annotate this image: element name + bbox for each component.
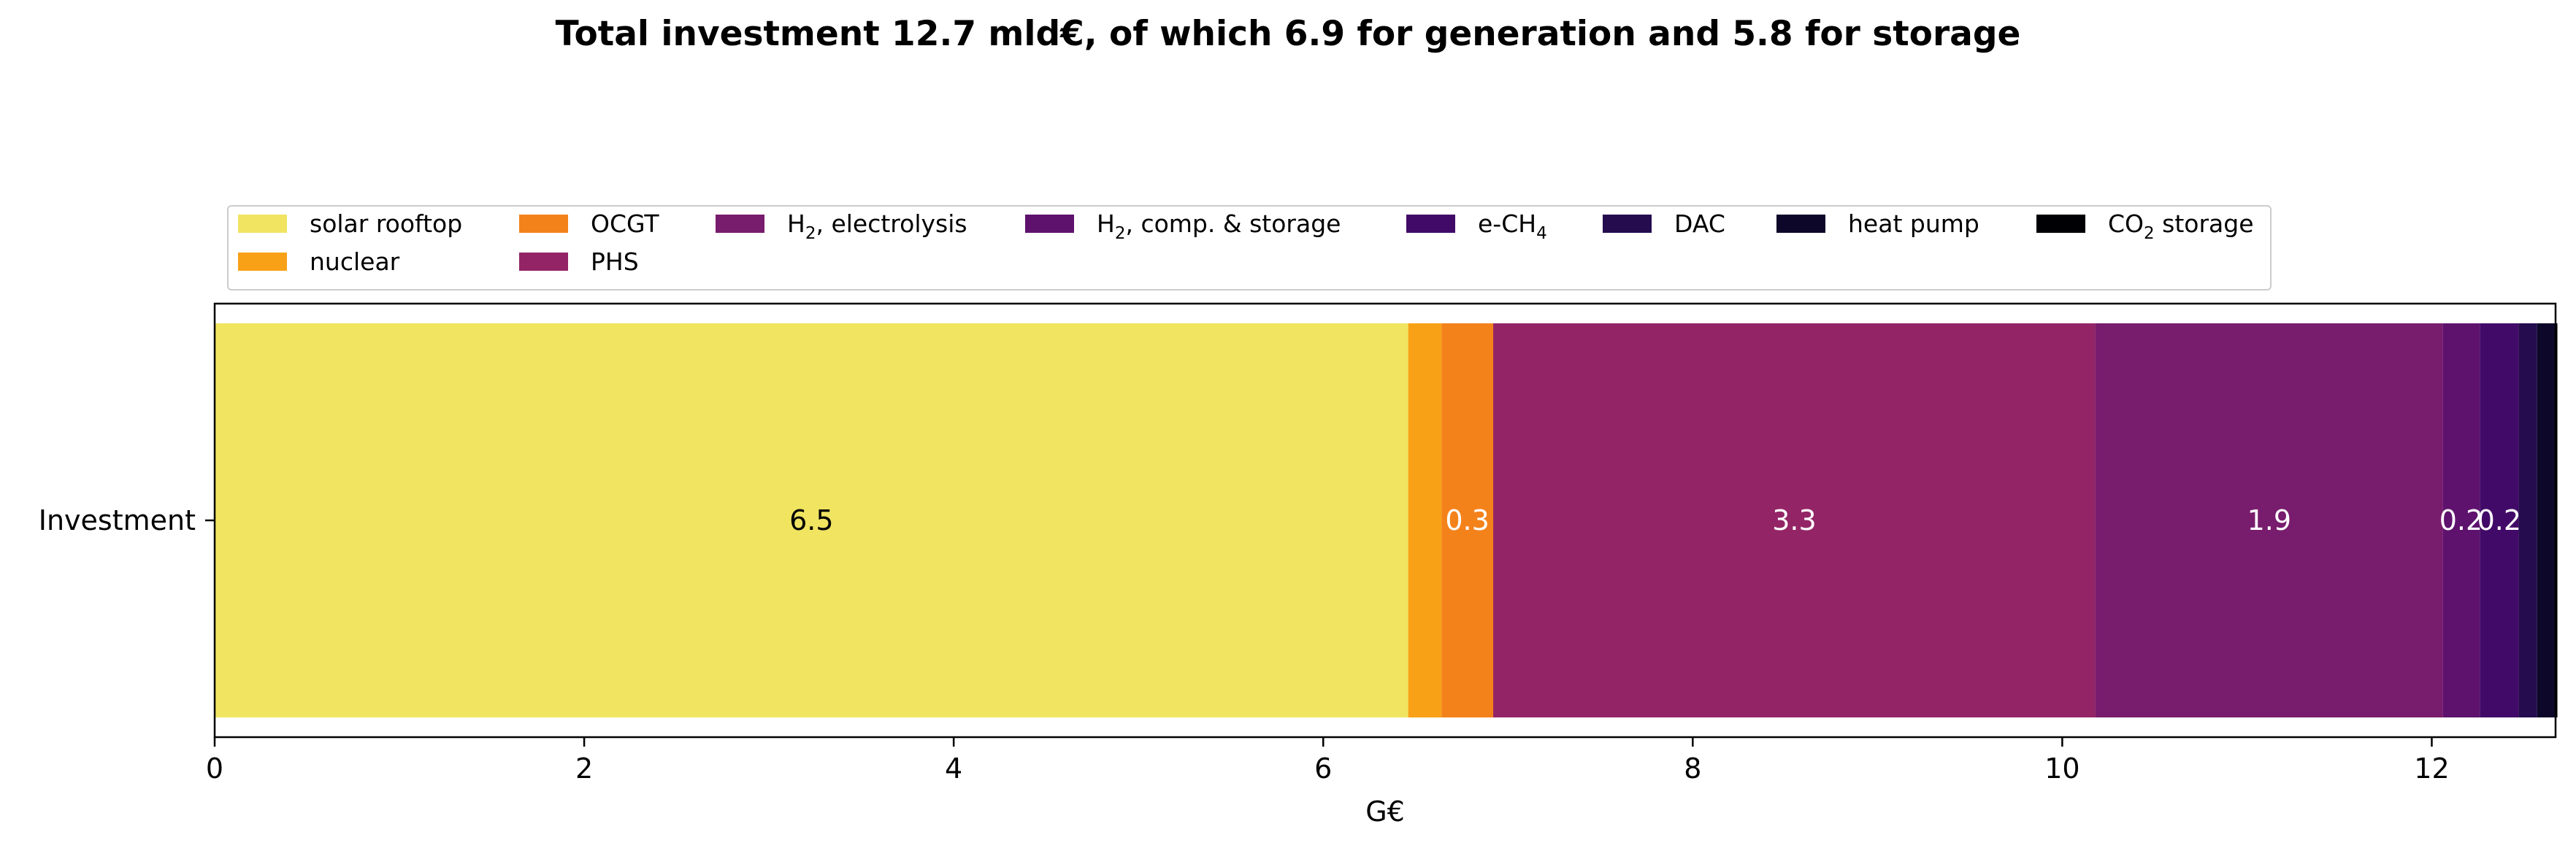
bar-segment-ocgt [1441,323,1494,717]
chart-title: Total investment 12.7 mld€, of which 6.9… [556,14,2021,54]
bar-value-label-solar-rooftop: 6.5 [789,504,833,536]
legend-swatch-h2-comp-storage [1025,215,1074,233]
bar-segment-solar-rooftop [215,323,1408,717]
bar-value-label-phs: 3.3 [1772,504,1816,536]
y-axis: Investment [39,504,215,536]
x-tick-label: 8 [1684,752,1701,785]
bar-segment-nuclear [1408,323,1442,717]
legend-label-nuclear: nuclear [310,247,400,276]
bar-segment-e-ch4 [2480,323,2519,717]
legend-swatch-dac [1603,215,1652,233]
bar-value-label-ocgt: 0.3 [1445,504,1489,536]
bar-segment-h2-comp-storage [2442,323,2480,717]
x-tick-label: 12 [2414,752,2449,785]
bar-value-label-e-ch4: 0.2 [2477,504,2521,536]
legend-swatch-h2-electrolysis [716,215,764,233]
bar-segment-h2-electrolysis [2095,323,2443,717]
legend-label-h2-comp-storage: H2, comp. & storage [1097,209,1341,243]
legend-swatch-nuclear [238,253,287,271]
legend-swatch-heat-pump [1776,215,1825,233]
y-tick-label: Investment [39,504,196,536]
bar-value-label-h2-electrolysis: 1.9 [2247,504,2291,536]
legend-label-heat-pump: heat pump [1848,209,1979,238]
bar-segment-heat-pump [2537,323,2556,717]
x-tick-label: 6 [1314,752,1332,785]
legend-label-ocgt: OCGT [591,209,659,238]
bar-segment-co2-storage [2556,323,2558,717]
x-axis: 0 2 4 6 8 10 12 [206,737,2450,785]
legend-label-h2-electrolysis: H2, electrolysis [787,209,967,243]
legend-swatch-ocgt [519,215,568,233]
legend: solar rooftop nuclear OCGT PHS H2, electroly… [227,205,2272,290]
bar-segments: 6.5 0.3 3.3 1.9 0.20.2 [215,323,2558,717]
legend-label-e-ch4: e-CH4 [1478,209,1547,243]
bar-segment-dac [2518,323,2537,717]
legend-swatch-phs [519,253,568,271]
legend-swatch-solar-rooftop [238,215,287,233]
x-tick-label: 4 [945,752,962,785]
x-axis-label: G€ [1365,796,1405,828]
x-tick-label: 2 [575,752,593,785]
bar-segment-phs [1493,323,2096,717]
legend-swatch-e-ch4 [1406,215,1455,233]
legend-label-phs: PHS [591,247,639,276]
x-tick-label: 0 [206,752,223,785]
legend-swatch-co2-storage [2036,215,2085,233]
legend-label-co2-storage: CO2 storage [2108,209,2254,243]
legend-label-dac: DAC [1674,209,1725,238]
x-tick-label: 10 [2044,752,2079,785]
bar-value-label-h2-comp-storage: 0.2 [2439,504,2483,536]
legend-label-solar-rooftop: solar rooftop [310,209,462,238]
